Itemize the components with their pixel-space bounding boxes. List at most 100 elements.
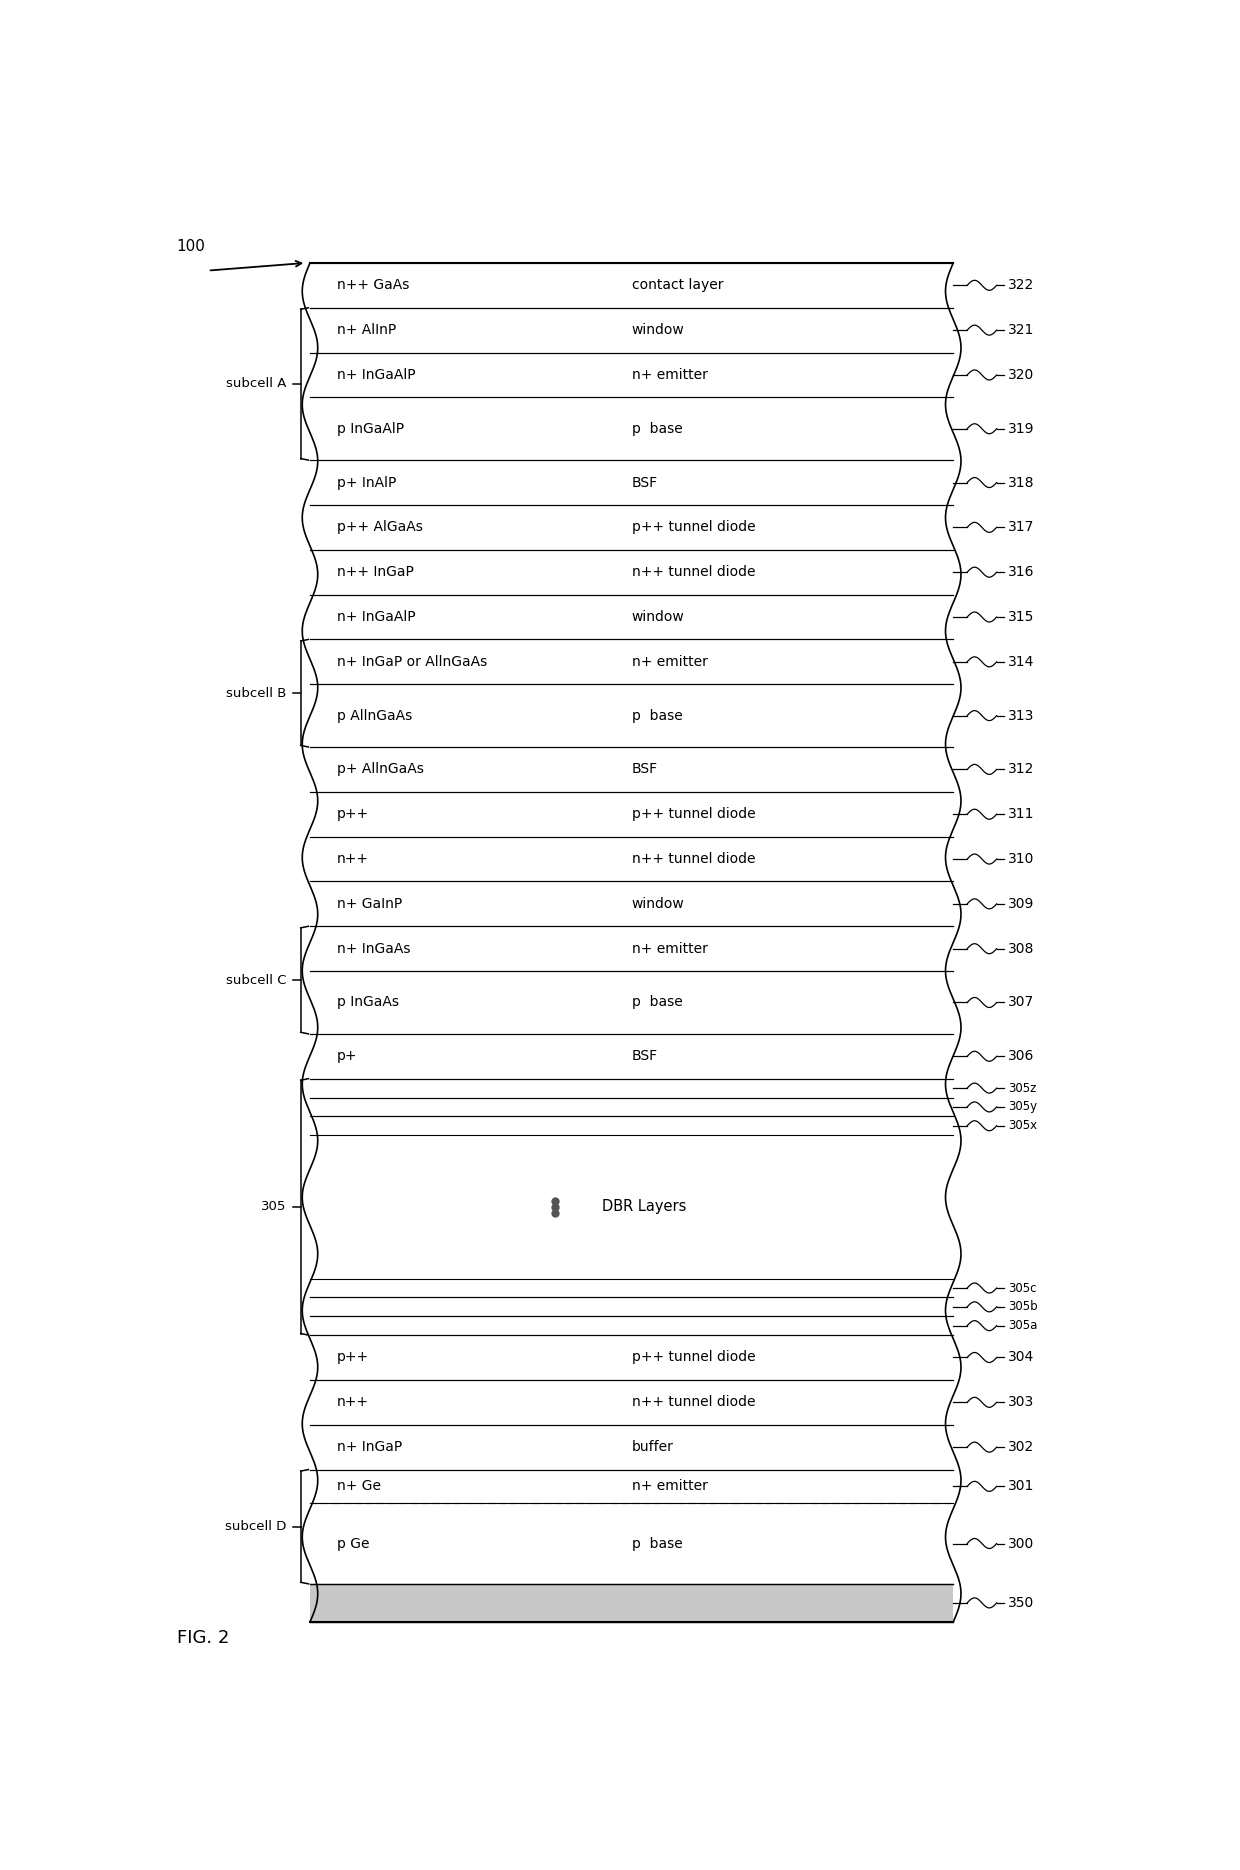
Bar <box>310 396 954 460</box>
Bar <box>310 309 954 353</box>
Text: p InGaAs: p InGaAs <box>337 995 399 1010</box>
Bar <box>310 1079 954 1098</box>
Text: 316: 316 <box>1008 565 1034 580</box>
Text: 312: 312 <box>1008 763 1034 776</box>
Text: p  base: p base <box>631 423 682 436</box>
Text: p++ tunnel diode: p++ tunnel diode <box>631 1350 755 1365</box>
Text: 308: 308 <box>1008 942 1034 956</box>
Text: 306: 306 <box>1008 1049 1034 1064</box>
Bar <box>310 1335 954 1380</box>
Text: buffer: buffer <box>631 1440 673 1455</box>
Text: 310: 310 <box>1008 853 1034 866</box>
Text: n+ AlInP: n+ AlInP <box>337 324 397 337</box>
Text: 305a: 305a <box>1008 1318 1038 1331</box>
Bar <box>310 684 954 746</box>
Text: 314: 314 <box>1008 654 1034 669</box>
Text: 305: 305 <box>262 1201 286 1214</box>
Text: 305x: 305x <box>1008 1120 1038 1131</box>
Text: 100: 100 <box>176 239 206 254</box>
Text: n+ GaInP: n+ GaInP <box>337 898 402 911</box>
Text: p++ AlGaAs: p++ AlGaAs <box>337 520 423 535</box>
Text: BSF: BSF <box>631 763 657 776</box>
Text: 318: 318 <box>1008 475 1034 490</box>
Text: n++: n++ <box>337 1395 370 1410</box>
Text: 321: 321 <box>1008 324 1034 337</box>
Text: p AllnGaAs: p AllnGaAs <box>337 709 413 722</box>
Text: n+ InGaAs: n+ InGaAs <box>337 942 410 956</box>
Text: 302: 302 <box>1008 1440 1034 1455</box>
Text: BSF: BSF <box>631 1049 657 1064</box>
Text: 307: 307 <box>1008 995 1034 1010</box>
Bar <box>310 836 954 881</box>
Text: p Ge: p Ge <box>337 1537 370 1550</box>
Text: 305y: 305y <box>1008 1100 1038 1113</box>
Bar <box>310 1135 954 1279</box>
Bar <box>310 264 954 309</box>
Text: 313: 313 <box>1008 709 1034 722</box>
Text: 320: 320 <box>1008 368 1034 381</box>
Text: n++ InGaP: n++ InGaP <box>337 565 414 580</box>
Bar <box>310 550 954 595</box>
Text: p++: p++ <box>337 808 370 821</box>
Bar <box>310 1279 954 1298</box>
Bar <box>310 1298 954 1316</box>
Bar <box>310 1034 954 1079</box>
Text: 350: 350 <box>1008 1595 1034 1610</box>
Bar <box>310 1425 954 1470</box>
Text: subcell A: subcell A <box>227 378 286 391</box>
Text: p++: p++ <box>337 1350 370 1365</box>
Text: n++ tunnel diode: n++ tunnel diode <box>631 853 755 866</box>
Text: p InGaAlP: p InGaAlP <box>337 423 404 436</box>
Bar <box>310 1098 954 1116</box>
Text: 322: 322 <box>1008 279 1034 292</box>
Text: window: window <box>631 898 684 911</box>
Text: DBR Layers: DBR Layers <box>601 1199 686 1214</box>
Text: subcell D: subcell D <box>226 1520 286 1533</box>
Text: 300: 300 <box>1008 1537 1034 1550</box>
Text: 309: 309 <box>1008 898 1034 911</box>
Bar <box>310 1470 954 1503</box>
Text: window: window <box>631 324 684 337</box>
Bar <box>310 460 954 505</box>
Text: p+ AllnGaAs: p+ AllnGaAs <box>337 763 424 776</box>
Bar <box>310 881 954 926</box>
Text: subcell C: subcell C <box>226 974 286 987</box>
Text: p+ InAlP: p+ InAlP <box>337 475 397 490</box>
Text: p  base: p base <box>631 995 682 1010</box>
Bar <box>310 1584 954 1621</box>
Text: 305b: 305b <box>1008 1300 1038 1313</box>
Bar <box>310 926 954 971</box>
Text: 319: 319 <box>1008 423 1034 436</box>
Text: subcell B: subcell B <box>227 686 286 699</box>
Text: p++ tunnel diode: p++ tunnel diode <box>631 808 755 821</box>
Text: n+ emitter: n+ emitter <box>631 1479 708 1494</box>
Bar <box>310 746 954 791</box>
Bar <box>310 971 954 1034</box>
Text: p++ tunnel diode: p++ tunnel diode <box>631 520 755 535</box>
Text: 305z: 305z <box>1008 1081 1037 1094</box>
Text: 315: 315 <box>1008 610 1034 625</box>
Bar <box>310 595 954 640</box>
Text: BSF: BSF <box>631 475 657 490</box>
Text: p+: p+ <box>337 1049 357 1064</box>
Text: 305c: 305c <box>1008 1281 1037 1294</box>
Text: window: window <box>631 610 684 625</box>
Text: n+ InGaAlP: n+ InGaAlP <box>337 368 415 381</box>
Text: n+ emitter: n+ emitter <box>631 654 708 669</box>
Text: n+ InGaP: n+ InGaP <box>337 1440 402 1455</box>
Text: n+ Ge: n+ Ge <box>337 1479 381 1494</box>
Text: 317: 317 <box>1008 520 1034 535</box>
Text: n+ InGaAlP: n+ InGaAlP <box>337 610 415 625</box>
Bar <box>310 640 954 684</box>
Bar <box>310 353 954 396</box>
Text: 311: 311 <box>1008 808 1034 821</box>
Text: 304: 304 <box>1008 1350 1034 1365</box>
Bar <box>310 505 954 550</box>
Text: n++ GaAs: n++ GaAs <box>337 279 409 292</box>
Text: FIG. 2: FIG. 2 <box>176 1629 229 1647</box>
Bar <box>310 1503 954 1584</box>
Text: p  base: p base <box>631 1537 682 1550</box>
Text: n+ emitter: n+ emitter <box>631 368 708 381</box>
Bar <box>310 791 954 836</box>
Text: n+ emitter: n+ emitter <box>631 942 708 956</box>
